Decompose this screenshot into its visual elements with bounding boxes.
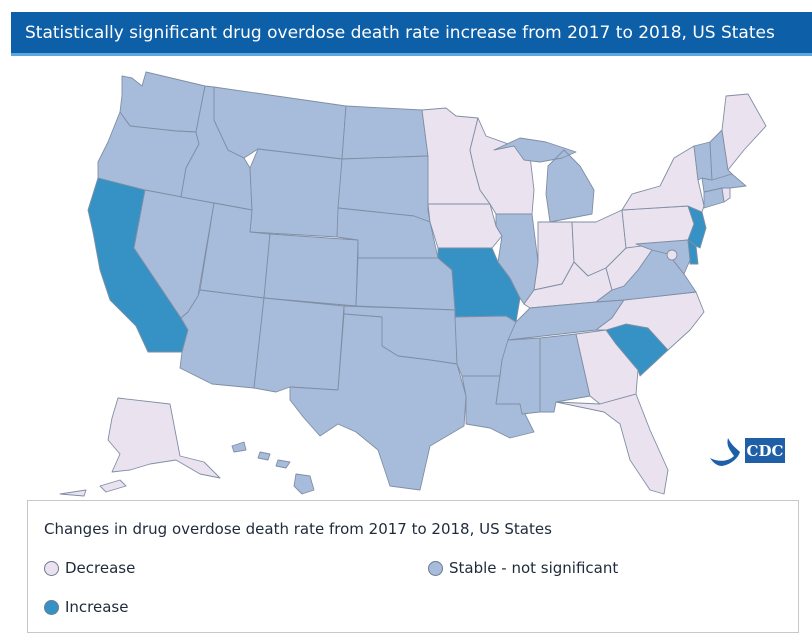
legend-swatch-decrease [44,560,59,576]
legend-swatch-increase [44,599,59,615]
cdc-logo-text: CDC [747,442,784,460]
state-tx[interactable] [289,313,467,491]
state-wa[interactable] [119,71,206,133]
legend-label-stable: Stable - not significant [449,559,619,577]
legend-label-increase: Increase [65,598,129,616]
state-ak[interactable] [59,397,221,497]
state-nm[interactable] [253,297,345,393]
state-ia[interactable] [427,203,503,249]
cdc-logo: CDC [710,438,785,466]
hhs-eagle-icon [710,438,740,466]
legend-item-stable: Stable - not significant [428,559,618,577]
cdc-logo-box [745,438,785,463]
state-nj[interactable] [687,205,707,249]
header-bar: Statistically significant drug overdose … [11,12,812,56]
state-dc[interactable] [666,249,678,261]
state-mt[interactable] [213,86,347,160]
state-wy[interactable] [249,148,343,238]
state-nd[interactable] [341,105,429,160]
legend-swatch-stable [428,560,443,576]
state-me[interactable] [721,93,767,171]
us-states-map [59,71,767,497]
state-ny[interactable] [621,145,705,213]
legend: Changes in drug overdose death rate from… [27,500,799,633]
legend-label-decrease: Decrease [65,559,136,577]
page-title: Statistically significant drug overdose … [25,22,775,43]
state-mi[interactable] [493,137,595,223]
legend-item-decrease: Decrease [44,559,135,577]
state-nh[interactable] [709,129,733,181]
state-ms[interactable] [495,337,541,415]
state-il[interactable] [495,213,539,305]
state-fl[interactable] [555,393,669,495]
state-vt[interactable] [693,141,713,181]
state-hi[interactable] [231,441,315,495]
state-az[interactable] [179,289,265,389]
legend-item-increase: Increase [44,598,128,616]
state-ks[interactable] [355,257,456,311]
legend-title: Changes in drug overdose death rate from… [44,520,552,538]
state-co[interactable] [263,233,359,307]
